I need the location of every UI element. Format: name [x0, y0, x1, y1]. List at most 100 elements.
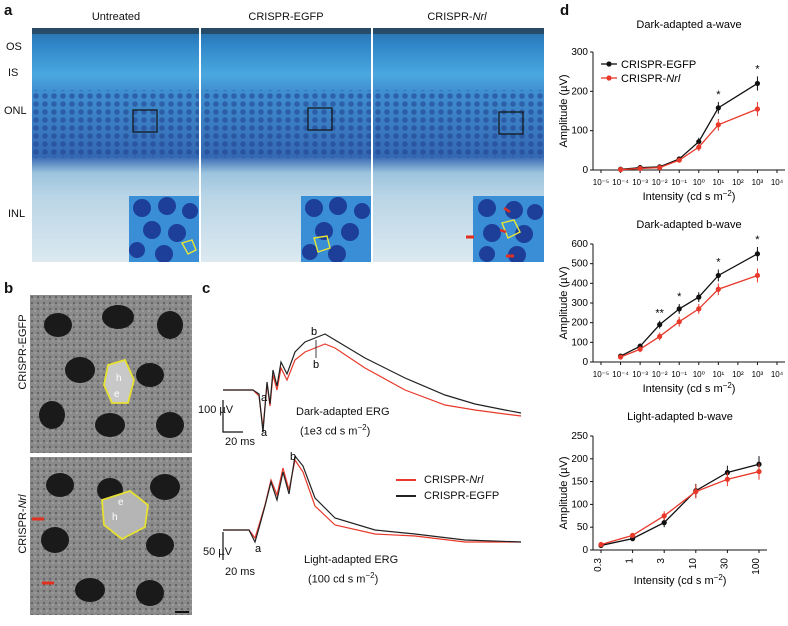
inset-egfp	[301, 196, 371, 262]
data-point-0-1	[617, 167, 624, 173]
data-point-0-0	[715, 105, 721, 111]
y-tick-label-1: 500	[571, 259, 588, 270]
significance-mark-1: *	[716, 257, 721, 269]
x-axis-label-1: Intensity (cd s m−2)	[643, 381, 736, 396]
panel-a-label: a	[4, 2, 13, 19]
nrl-cell-outline	[101, 489, 149, 541]
row-label-egfp: CRISPR-EGFP	[17, 314, 29, 390]
chart-title-2: Light-adapted b-wave	[627, 411, 733, 423]
data-point-0-1	[754, 106, 761, 112]
layer-is: IS	[8, 67, 19, 79]
x-tick-label-2: 0.3	[593, 558, 604, 572]
dark-b-wave-label: b	[311, 326, 317, 338]
legend-d-egfp: CRISPR-EGFP	[621, 59, 696, 71]
series-line-2-0	[600, 463, 760, 547]
data-point-0-1	[657, 165, 663, 171]
em-images: h e e h	[30, 295, 192, 615]
mark-h-egfp: h	[116, 373, 122, 384]
data-point-2-1	[661, 513, 667, 519]
x-tick-label-1: 10⁻¹	[671, 370, 687, 379]
significance-mark-1: **	[655, 308, 664, 320]
col-crispr-nrl: CRISPR-Nrl	[427, 11, 487, 23]
data-point-2-1	[756, 468, 762, 475]
light-erg-sub: (100 cd s m−2)	[308, 571, 379, 586]
data-point-0-1	[715, 122, 721, 128]
chart-title-1: Dark-adapted b-wave	[636, 219, 741, 231]
x-tick-label-1: 10⁻⁵	[593, 370, 609, 379]
mark-e-egfp: e	[114, 389, 120, 400]
x-tick-label-0: 10⁻⁴	[612, 178, 629, 187]
y-tick-label-0: 300	[571, 47, 588, 58]
panel-d-label: d	[560, 2, 570, 19]
layer-os: OS	[6, 41, 22, 53]
y-tick-label-1: 300	[571, 298, 588, 309]
dark-scale-v: 100 µV	[198, 404, 234, 416]
dark-a-wave-label-2: a	[261, 427, 268, 439]
series-line-0-1	[620, 108, 758, 171]
y-tick-label-0: 100	[571, 126, 588, 137]
roi-box-untreated	[132, 109, 158, 133]
mark-h-nrl: h	[112, 512, 118, 523]
roi-box-nrl	[498, 111, 524, 135]
dark-a-wave-label: a	[261, 392, 268, 404]
dark-scale-t: 20 ms	[225, 436, 255, 448]
y-tick-label-1: 100	[571, 337, 588, 348]
data-point-1-1	[754, 272, 761, 279]
legend-c-nrl: CRISPR-Nrl	[424, 474, 484, 486]
inset-untreated	[129, 196, 199, 262]
dark-scale-bar	[222, 400, 243, 433]
panel-c-label: c	[202, 280, 211, 297]
x-tick-label-1: 10⁻³	[632, 370, 648, 379]
y-axis-label-2: Amplitude (µV)	[558, 457, 570, 530]
dark-b-wave-label-2: b	[313, 359, 319, 371]
data-point-1-0	[715, 272, 721, 279]
data-point-2-1	[693, 489, 699, 495]
data-point-1-0	[657, 322, 663, 328]
mark-e-nrl: e	[118, 497, 124, 508]
legend-c-lines	[396, 479, 416, 497]
y-tick-label-2: 150	[571, 477, 588, 488]
legend-c-egfp: CRISPR-EGFP	[424, 490, 500, 502]
significance-mark-1: *	[677, 291, 682, 303]
y-axis-label-0: Amplitude (µV)	[558, 75, 570, 148]
data-point-1-1	[637, 346, 643, 352]
y-tick-label-0: 200	[571, 86, 588, 97]
data-point-0-1	[676, 157, 682, 163]
chart-title-0: Dark-adapted a-wave	[636, 19, 741, 31]
roi-box-egfp	[307, 107, 333, 131]
data-point-1-0	[676, 306, 682, 312]
data-point-1-1	[676, 319, 682, 325]
dark-trace-egfp	[223, 333, 522, 433]
light-scale-bar	[222, 532, 224, 560]
data-point-1-0	[754, 251, 761, 257]
erg-traces: a a b b a b	[222, 326, 522, 560]
data-point-1-1	[715, 286, 721, 292]
x-tick-label-1: 10⁻⁴	[612, 370, 629, 379]
inset-nrl	[466, 196, 544, 262]
y-tick-label-1: 0	[582, 357, 588, 368]
light-scale-t: 20 ms	[225, 566, 255, 578]
panel-b-label: b	[4, 280, 14, 297]
y-tick-label-2: 50	[577, 522, 589, 533]
data-point-2-1	[630, 532, 636, 539]
legend-d-nrl-marker	[606, 75, 612, 81]
legend-d-nrl: CRISPR-Nrl	[621, 73, 681, 85]
x-tick-label-1: 10⁴	[771, 370, 784, 379]
x-tick-label-1: 10⁰	[693, 370, 705, 379]
light-a-wave-label: a	[255, 543, 262, 555]
x-tick-label-2: 30	[719, 558, 730, 570]
data-point-1-0	[696, 294, 702, 300]
x-tick-label-0: 10⁻⁵	[593, 178, 609, 187]
layer-inl: INL	[8, 208, 26, 220]
x-tick-label-1: 10⁻²	[652, 370, 668, 379]
data-point-0-1	[696, 144, 702, 150]
series-line-1-0	[620, 253, 758, 357]
legend-d-egfp-marker	[606, 61, 612, 67]
x-axis-label-2: Intensity (cd s m−2)	[634, 573, 727, 588]
data-point-2-0	[661, 520, 667, 526]
data-point-0-1	[637, 165, 643, 172]
y-tick-label-2: 250	[571, 431, 588, 442]
y-tick-label-0: 0	[582, 165, 588, 176]
data-point-2-1	[598, 541, 604, 548]
col-untreated: Untreated	[91, 11, 141, 23]
